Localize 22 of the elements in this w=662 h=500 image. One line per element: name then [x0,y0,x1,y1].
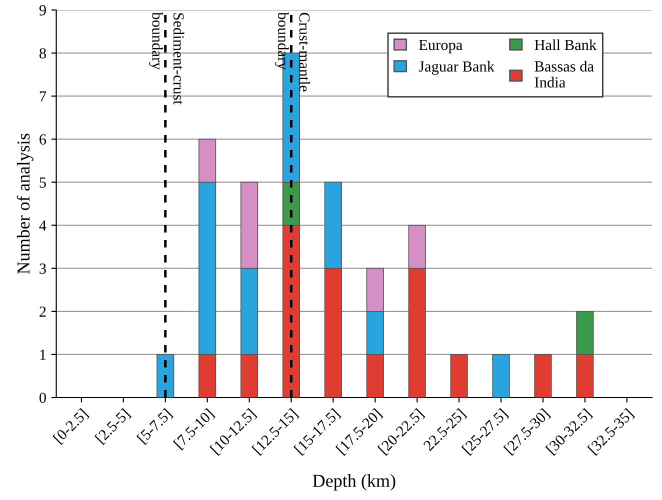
y-tick-label: 5 [40,178,46,188]
y-tick-label: 2 [40,306,46,317]
legend-label: Europa [419,40,462,54]
legend-label: Bassas da India [534,60,594,88]
y-axis-title: Number of analysis [16,134,34,274]
bar [534,354,552,398]
bar [450,354,468,398]
x-axis-title: Depth (km) [312,474,396,491]
y-tick-label: 3 [40,264,46,274]
y-tick-label: 0 [39,392,46,403]
bar [156,354,174,398]
ref-line-label: Sediment-crust boundary [149,12,184,105]
y-tick-label: 6 [40,134,46,145]
bar [492,354,510,398]
y-tick-label: 8 [39,48,46,59]
legend-label: Jaguar Bank [418,60,495,75]
ref-line-label: Crust-mantle boundary [274,12,310,92]
legend-label: Hall Bank [534,39,597,50]
y-tick-label: 4 [39,220,46,231]
y-tick-label: 9 [39,5,46,16]
y-tick-label: 7 [40,91,46,102]
y-tick-label: 1 [40,350,46,360]
